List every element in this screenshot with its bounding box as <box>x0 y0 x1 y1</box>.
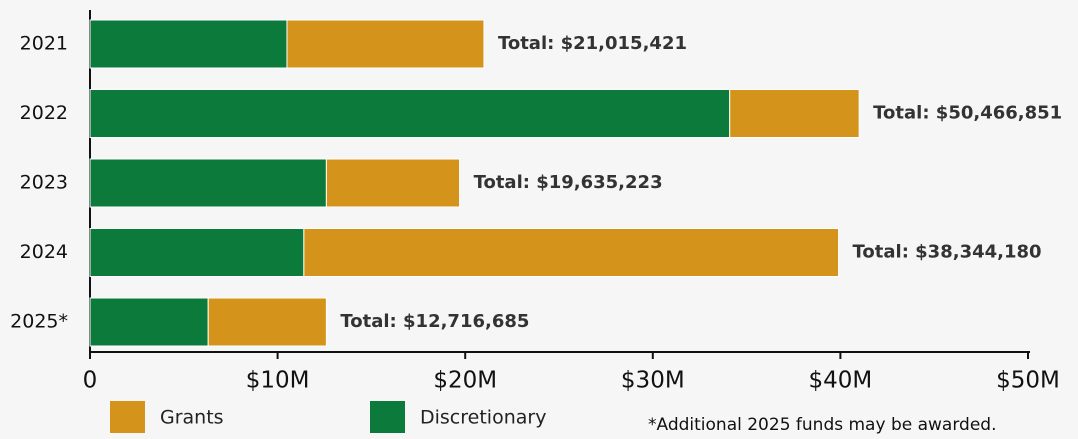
legend-label: Discretionary <box>420 407 546 429</box>
category-label: 2021 <box>20 33 68 55</box>
bar-segment <box>207 297 327 347</box>
legend-swatch <box>370 401 405 433</box>
category-label: 2023 <box>20 172 68 194</box>
bar-segment <box>729 89 860 138</box>
total-label: Total: $50,466,851 <box>873 103 1062 124</box>
x-tick-label: $20M <box>433 368 497 394</box>
bar-segment <box>89 297 209 347</box>
category-label: 2024 <box>20 241 68 263</box>
total-label: Total: $21,015,421 <box>498 33 687 54</box>
bar-segment <box>89 158 327 208</box>
bar-segment <box>286 19 485 69</box>
x-tick-label: $40M <box>809 368 873 394</box>
total-label: Total: $12,716,685 <box>340 311 529 332</box>
total-label: Total: $38,344,180 <box>853 242 1042 263</box>
x-tick-label: $10M <box>246 368 310 394</box>
bar-segment <box>89 89 731 138</box>
total-label: Total: $19,635,223 <box>474 172 663 193</box>
legend-swatch <box>110 401 145 433</box>
x-tick-label: $50M <box>996 368 1060 394</box>
footnote: *Additional 2025 funds may be awarded. <box>648 415 996 435</box>
legend-label: Grants <box>160 407 224 429</box>
x-tick-label: $30M <box>621 368 685 394</box>
bar-segment <box>303 228 840 277</box>
x-tick-label: 0 <box>83 368 98 394</box>
bar-segment <box>325 158 461 208</box>
bar-segment <box>89 228 305 277</box>
category-label: 2022 <box>20 102 68 124</box>
bar-segment <box>89 19 288 69</box>
category-label: 2025* <box>10 311 68 333</box>
